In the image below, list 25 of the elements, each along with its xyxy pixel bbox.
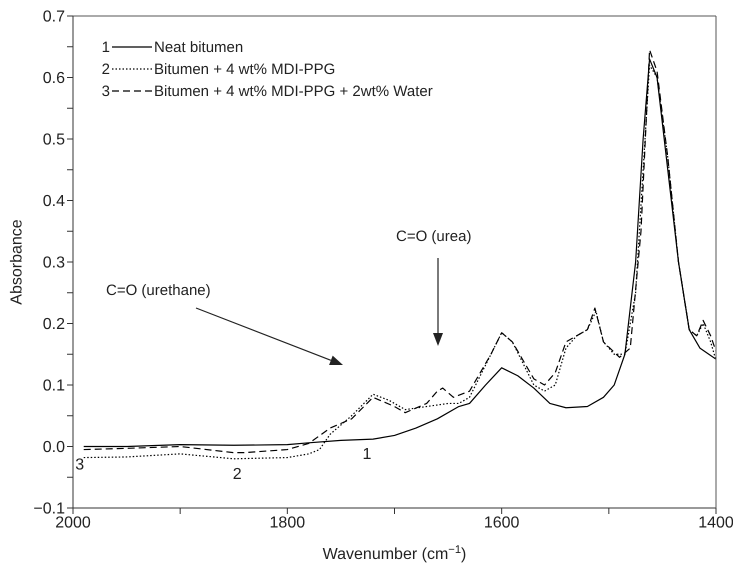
y-tick-label: 0.0 bbox=[42, 439, 66, 456]
x-tick-label: 1600 bbox=[484, 514, 520, 532]
y-tick-label: 0.3 bbox=[42, 254, 66, 272]
legend-label: Neat bitumen bbox=[154, 38, 244, 56]
annotation: C=O (urethane) bbox=[106, 282, 211, 299]
annotation: 2 bbox=[100, 60, 110, 78]
x-tick-label: 1400 bbox=[698, 514, 734, 532]
annotation: C=O (urea) bbox=[396, 228, 472, 245]
legend-label: Bitumen + 4 wt% MDI-PPG bbox=[154, 60, 336, 78]
legend-label: Bitumen + 4 wt% MDI-PPG + 2wt% Water bbox=[154, 82, 433, 100]
y-tick-label: 0.7 bbox=[42, 8, 66, 26]
y-axis-title: Absorbance bbox=[8, 219, 26, 305]
x-tick-label: 2000 bbox=[55, 514, 91, 532]
y-tick-label: 0.6 bbox=[42, 70, 66, 88]
y-tick-label: 0.5 bbox=[42, 132, 66, 149]
annotation: 1 bbox=[362, 446, 372, 464]
y-tick-label: 0.4 bbox=[42, 193, 66, 210]
annotation: 1 bbox=[100, 38, 110, 56]
annotation: 2 bbox=[232, 466, 242, 483]
annotation: 3 bbox=[100, 82, 110, 100]
x-axis-title: Wavenumber (cm$^{−1}$) bbox=[322, 544, 466, 563]
y-tick-label: 0.2 bbox=[42, 316, 66, 334]
annotation: 3 bbox=[75, 456, 84, 474]
x-tick-label: 1800 bbox=[270, 514, 306, 532]
y-tick-label: 0.1 bbox=[42, 378, 66, 395]
